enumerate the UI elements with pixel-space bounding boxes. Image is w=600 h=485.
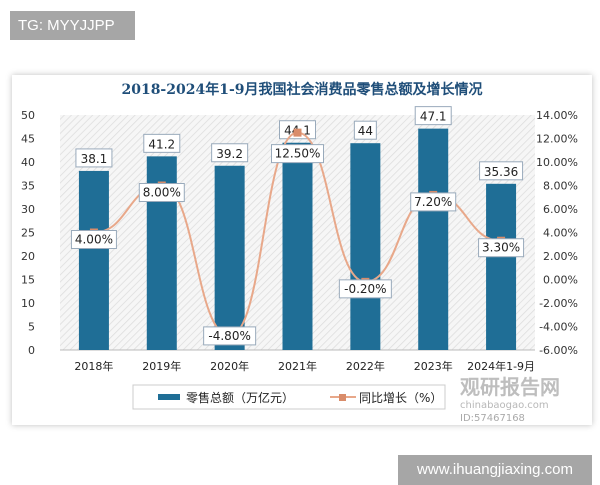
line-value-label: 3.30% <box>482 241 520 255</box>
bar-label-box <box>479 161 524 181</box>
line-label-box <box>271 144 324 164</box>
line-label-box <box>338 279 392 299</box>
line-point <box>293 128 302 137</box>
right-tick-label: 4.00% <box>543 227 578 240</box>
bar <box>486 183 517 350</box>
watermark-sub: chinabaogao.com <box>460 400 549 411</box>
legend-bar-label: 零售总额（万亿元） <box>186 390 294 405</box>
legend-line-label: 同比增长（%） <box>359 391 442 405</box>
bar <box>418 128 449 350</box>
x-tick-label: 2022年 <box>346 359 385 373</box>
legend-line-marker <box>339 394 346 401</box>
chart: 2018-2024年1-9月我国社会消费品零售总额及增长情况 051015202… <box>21 81 578 424</box>
bar <box>214 165 245 350</box>
chart-card: 2018-2024年1-9月我国社会消费品零售总额及增长情况 0 5 10 15 20 2… <box>12 75 592 425</box>
bar-value-label: 41.2 <box>148 137 175 151</box>
bar-label-box <box>414 106 452 126</box>
line-label-box <box>410 192 457 212</box>
right-tick-label: 14.00% <box>536 109 578 122</box>
left-tick-label: 45 <box>21 133 35 146</box>
bar-label-box <box>353 120 377 140</box>
bar-label-box <box>211 143 249 163</box>
line-value-label: -4.80% <box>208 329 250 343</box>
bar <box>282 142 313 350</box>
line-label-box <box>70 230 117 249</box>
chart-title: 2018-2024年1-9月我国社会消费品零售总额及增长情况 <box>121 81 482 98</box>
line-value-label: 7.20% <box>414 195 452 209</box>
line-value-label: 12.50% <box>275 147 321 161</box>
line-value-label: 8.00% <box>143 186 181 200</box>
watermark-brand: 观研报告网 <box>460 375 560 399</box>
bar-value-label: 47.1 <box>420 110 447 124</box>
right-tick-label: -2.00% <box>539 297 578 310</box>
bar-label-box <box>75 148 113 168</box>
right-tick-label: 10.00% <box>536 156 578 169</box>
x-tick-label: 2020年 <box>210 359 249 373</box>
x-tick-label: 2018年 <box>74 359 113 373</box>
right-tick-label: 8.00% <box>543 180 578 193</box>
x-tick-label: 2023年 <box>414 359 453 373</box>
left-tick-label: 20 <box>21 250 35 263</box>
right-tick-label: -6.00% <box>539 344 578 357</box>
bar-value-label: 39.2 <box>216 147 243 161</box>
x-tick-label: 2021年 <box>278 359 317 373</box>
left-tick-label: 5 <box>28 321 35 334</box>
watermark-id: ID:57467168 <box>460 413 525 424</box>
left-tick-label: 0 <box>28 344 35 357</box>
line-label-box <box>138 183 185 202</box>
right-tick-label: 0.00% <box>543 274 578 287</box>
left-tick-label: 30 <box>21 203 35 216</box>
left-tick-label: 50 <box>21 109 35 122</box>
x-tick-label: 2019年 <box>142 359 181 373</box>
right-tick-label: -4.00% <box>539 321 578 334</box>
x-tick-label: 2024年1-9月 <box>467 359 535 373</box>
bar <box>350 143 381 350</box>
line-value-label: -0.20% <box>344 282 386 296</box>
right-tick-label: 6.00% <box>543 203 578 216</box>
left-tick-label: 40 <box>21 156 35 169</box>
left-tick-label: 15 <box>21 274 35 287</box>
line-label-box <box>478 238 525 258</box>
legend-bar-swatch <box>158 394 180 400</box>
line-label-box <box>203 326 257 346</box>
right-tick-label: 2.00% <box>543 250 578 263</box>
right-tick-label: 12.00% <box>536 133 578 146</box>
legend <box>132 384 446 410</box>
line-value-label: 4.00% <box>75 233 113 247</box>
bar-value-label: 44 <box>358 124 373 138</box>
bar-label-box <box>143 133 181 153</box>
bar-value-label: 35.36 <box>484 165 518 179</box>
left-tick-label: 10 <box>21 297 35 310</box>
bar <box>78 170 109 350</box>
left-tick-label: 35 <box>21 180 35 193</box>
left-tick-label: 25 <box>21 227 35 240</box>
bar-value-label: 38.1 <box>81 152 108 166</box>
tg-label: TG: MYYJJPP <box>10 11 135 40</box>
site-label: www.ihuangjiaxing.com <box>398 455 592 485</box>
